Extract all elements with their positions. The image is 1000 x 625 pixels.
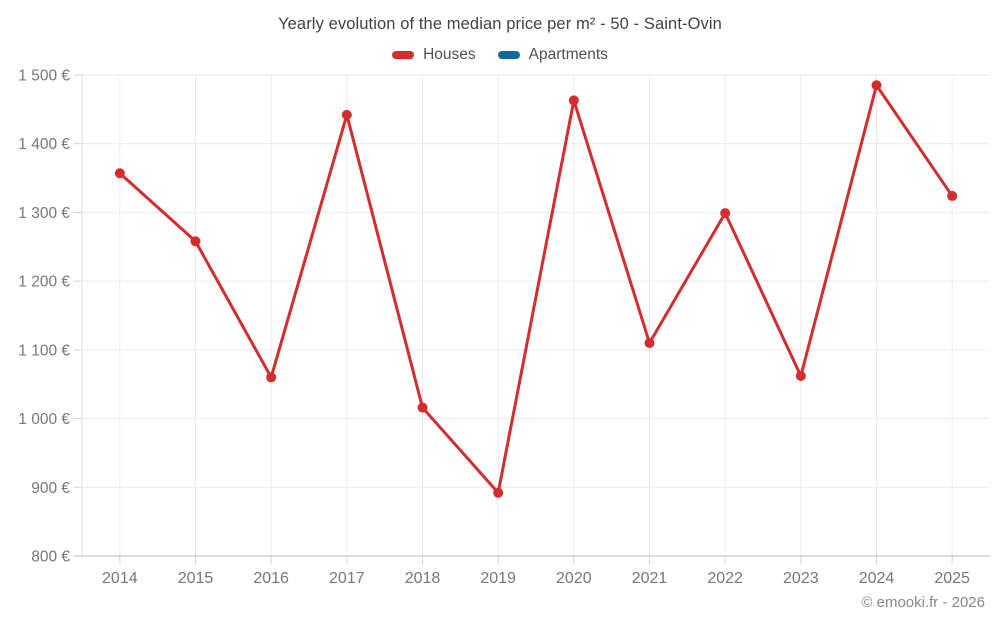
data-point-2015[interactable] — [190, 236, 201, 247]
x-tick-label: 2020 — [556, 570, 592, 587]
x-tick-label: 2019 — [480, 570, 516, 587]
legend: Houses Apartments — [0, 46, 1000, 64]
y-tick-label: 1 500 € — [18, 68, 70, 85]
legend-item-houses[interactable]: Houses — [392, 46, 476, 64]
legend-swatch-apartments — [497, 51, 520, 59]
data-point-2017[interactable] — [341, 109, 352, 120]
data-point-2022[interactable] — [720, 208, 731, 219]
legend-label: Apartments — [528, 46, 608, 63]
y-tick-label: 1 200 € — [18, 274, 70, 291]
y-tick-label: 900 € — [31, 480, 70, 497]
y-tick-label: 1 000 € — [18, 411, 70, 428]
legend-swatch-houses — [392, 51, 415, 59]
copyright-credit: © emooki.fr - 2026 — [861, 594, 985, 611]
x-tick-label: 2015 — [178, 570, 214, 587]
data-point-2018[interactable] — [417, 402, 428, 413]
x-tick-label: 2017 — [329, 570, 365, 587]
chart-title: Yearly evolution of the median price per… — [278, 15, 722, 33]
data-point-2023[interactable] — [795, 370, 806, 381]
data-point-2024[interactable] — [871, 80, 882, 91]
x-tick-label: 2024 — [859, 570, 895, 587]
x-tick-label: 2025 — [934, 570, 970, 587]
legend-label: Houses — [423, 46, 476, 63]
y-tick-label: 1 100 € — [18, 342, 70, 359]
y-tick-label: 1 300 € — [18, 205, 70, 222]
data-point-2021[interactable] — [644, 337, 655, 348]
y-tick-label: 1 400 € — [18, 136, 70, 153]
x-tick-label: 2021 — [632, 570, 668, 587]
legend-item-apartments[interactable]: Apartments — [497, 46, 608, 64]
x-tick-label: 2023 — [783, 570, 819, 587]
x-tick-label: 2014 — [102, 570, 138, 587]
data-point-2014[interactable] — [114, 168, 125, 179]
x-tick-label: 2018 — [405, 570, 441, 587]
data-point-2019[interactable] — [493, 487, 504, 498]
y-tick-label: 800 € — [31, 549, 70, 566]
data-point-2025[interactable] — [947, 190, 958, 201]
series-line-houses — [118, 83, 954, 495]
x-tick-label: 2016 — [253, 570, 289, 587]
x-tick-label: 2022 — [707, 570, 743, 587]
data-point-2016[interactable] — [266, 372, 277, 383]
data-point-2020[interactable] — [568, 95, 579, 106]
